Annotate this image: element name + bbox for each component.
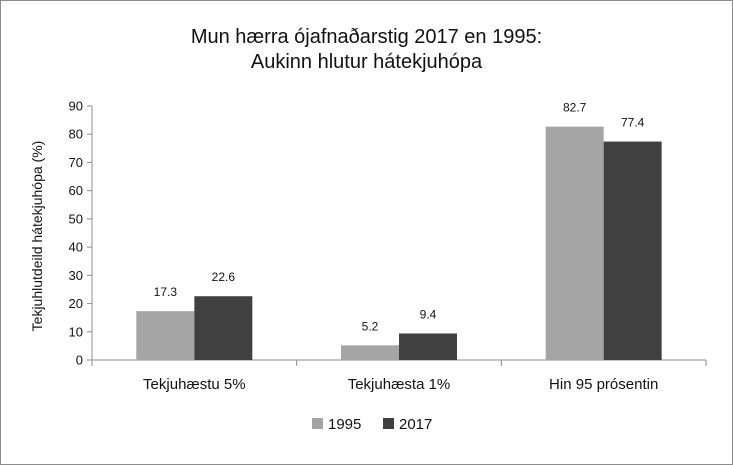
y-tick-label: 0 — [76, 353, 83, 368]
data-label: 17.3 — [154, 285, 178, 299]
y-tick-label: 10 — [69, 324, 83, 339]
y-tick-label: 50 — [69, 211, 83, 226]
legend-label: 2017 — [399, 416, 432, 433]
bar-1995 — [545, 126, 604, 360]
chart-title: Mun hærra ójafnaðarstig 2017 en 1995: Au… — [1, 25, 732, 75]
bar-2017 — [399, 333, 457, 360]
bar-1995 — [136, 311, 195, 360]
y-tick-label: 70 — [69, 155, 83, 170]
chart-title-line-2: Aukinn hlutur hátekjuhópa — [250, 51, 483, 73]
y-tick-label: 90 — [69, 99, 83, 114]
bar-2017 — [194, 296, 253, 360]
data-label: 22.6 — [212, 270, 236, 284]
y-tick-label: 60 — [69, 183, 83, 198]
y-tick-label: 20 — [69, 296, 83, 311]
x-category-label: Tekjuhæsta 1% — [348, 376, 451, 393]
bar-2017 — [603, 141, 662, 360]
legend-label: 1995 — [328, 416, 361, 433]
data-label: 9.4 — [420, 307, 437, 321]
y-tick-label: 30 — [69, 268, 83, 283]
legend-swatch-1995 — [312, 418, 323, 429]
bar-1995 — [341, 345, 399, 360]
data-label: 82.7 — [563, 101, 587, 115]
data-label: 5.2 — [362, 319, 379, 333]
legend-swatch-2017 — [383, 418, 394, 429]
x-category-label: Tekjuhæstu 5% — [143, 376, 246, 393]
data-label: 77.4 — [621, 116, 645, 130]
y-tick-label: 80 — [69, 127, 83, 142]
y-tick-label: 40 — [69, 240, 83, 255]
chart-title-line-1: Mun hærra ójafnaðarstig 2017 en 1995: — [190, 26, 543, 48]
x-category-label: Hin 95 prósentin — [549, 376, 658, 393]
